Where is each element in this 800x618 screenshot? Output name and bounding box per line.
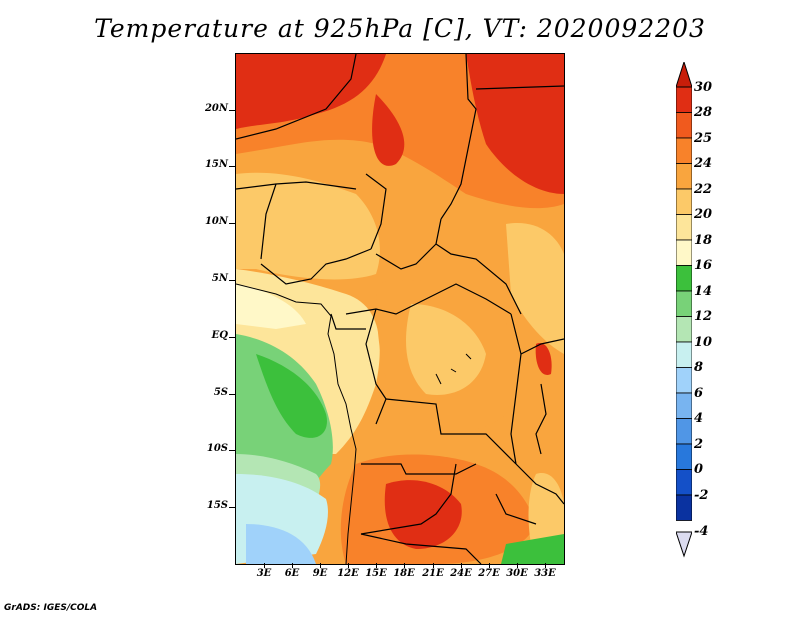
field-south-red xyxy=(384,480,462,549)
colorbar-label: 25 xyxy=(694,131,713,146)
lon-label: 21E xyxy=(422,568,444,579)
lon-tick xyxy=(348,563,349,568)
footer-credit: GrADS: IGES/COLA xyxy=(4,603,98,613)
lat-label: 15N xyxy=(204,159,228,170)
colorbar-box xyxy=(676,367,692,394)
lat-tick xyxy=(229,280,235,281)
colorbar-label: 6 xyxy=(694,386,704,401)
colorbar-box xyxy=(676,265,692,292)
field-coast-lightest xyxy=(236,284,306,329)
lat-label: EQ xyxy=(211,330,228,341)
lat-tick xyxy=(229,394,235,395)
colorbar-boxes xyxy=(676,86,692,521)
lon-label: 24E xyxy=(450,568,472,579)
lat-label: 15S xyxy=(206,500,228,511)
colorbar-box xyxy=(676,392,692,419)
colorbar-box xyxy=(676,494,692,521)
field-chad-red xyxy=(372,94,405,166)
colorbar-label: 30 xyxy=(694,80,713,95)
colorbar-label: -2 xyxy=(694,488,709,503)
colorbar-label: 14 xyxy=(694,284,713,299)
colorbar-label: 0 xyxy=(694,462,704,477)
colorbar-label: 4 xyxy=(694,411,704,426)
lat-tick xyxy=(229,450,235,451)
colorbar-label: 24 xyxy=(694,156,713,171)
colorbar-box xyxy=(676,214,692,241)
colorbar-box xyxy=(676,163,692,190)
lon-tick xyxy=(489,563,490,568)
colorbar-label: 28 xyxy=(694,105,713,120)
field-southeast-green xyxy=(501,534,564,564)
lat-tick xyxy=(229,110,235,111)
colorbar-label: 18 xyxy=(694,233,713,248)
lon-label: 18E xyxy=(393,568,415,579)
colorbar-box xyxy=(676,188,692,215)
lat-tick xyxy=(229,166,235,167)
lat-label: 10N xyxy=(204,216,228,227)
colorbar-under-triangle xyxy=(676,531,692,558)
field-basin-core xyxy=(406,304,486,395)
field-east-yellow xyxy=(506,223,564,354)
lon-tick xyxy=(404,563,405,568)
lon-tick xyxy=(433,563,434,568)
lon-tick xyxy=(292,563,293,568)
colorbar-over-triangle xyxy=(676,62,692,88)
map-title: Temperature at 925hPa [C], VT: 202009220… xyxy=(94,14,706,43)
colorbar-label: 12 xyxy=(694,309,713,324)
field-nw-red xyxy=(236,54,386,129)
colorbar-label: 16 xyxy=(694,258,713,273)
colorbar-box xyxy=(676,469,692,496)
colorbar-box xyxy=(676,443,692,470)
lon-tick xyxy=(264,563,265,568)
field-ocean-dark-green xyxy=(256,354,327,438)
field-highland-red xyxy=(535,343,552,375)
temperature-map xyxy=(235,53,565,565)
lon-tick xyxy=(461,563,462,568)
colorbar-label: -4 xyxy=(694,524,709,539)
coastline xyxy=(236,283,472,564)
lon-tick xyxy=(376,563,377,568)
lon-tick xyxy=(545,563,546,568)
lat-label: 5N xyxy=(211,273,228,284)
lat-label: 10S xyxy=(206,443,228,454)
lon-label: 3E xyxy=(256,568,272,579)
colorbar-label: 2 xyxy=(694,437,704,452)
lat-tick xyxy=(229,507,235,508)
lat-tick xyxy=(229,223,235,224)
lon-label: 6E xyxy=(284,568,300,579)
colorbar-box xyxy=(676,418,692,445)
colorbar-box xyxy=(676,86,692,113)
lon-tick xyxy=(517,563,518,568)
colorbar-box xyxy=(676,341,692,368)
colorbar-label: 20 xyxy=(694,207,713,222)
colorbar-box xyxy=(676,239,692,266)
lat-label: 20N xyxy=(204,103,228,114)
colorbar xyxy=(676,62,692,558)
country-borders xyxy=(236,54,564,564)
lon-label: 30E xyxy=(506,568,528,579)
lon-label: 27E xyxy=(478,568,500,579)
field-west-yellow xyxy=(236,172,380,280)
field-ocean-blue xyxy=(246,524,316,564)
lon-label: 12E xyxy=(337,568,359,579)
colorbar-label: 10 xyxy=(694,335,713,350)
lon-label: 33E xyxy=(534,568,556,579)
colorbar-label: 8 xyxy=(694,360,704,375)
colorbar-box xyxy=(676,137,692,164)
colorbar-box xyxy=(676,316,692,343)
lat-tick xyxy=(229,337,235,338)
colorbar-label: 22 xyxy=(694,182,713,197)
lat-label: 5S xyxy=(213,387,228,398)
colorbar-box xyxy=(676,290,692,317)
lon-label: 9E xyxy=(312,568,328,579)
lon-tick xyxy=(320,563,321,568)
temperature-field xyxy=(236,54,564,564)
colorbar-box xyxy=(676,112,692,139)
lon-label: 15E xyxy=(365,568,387,579)
